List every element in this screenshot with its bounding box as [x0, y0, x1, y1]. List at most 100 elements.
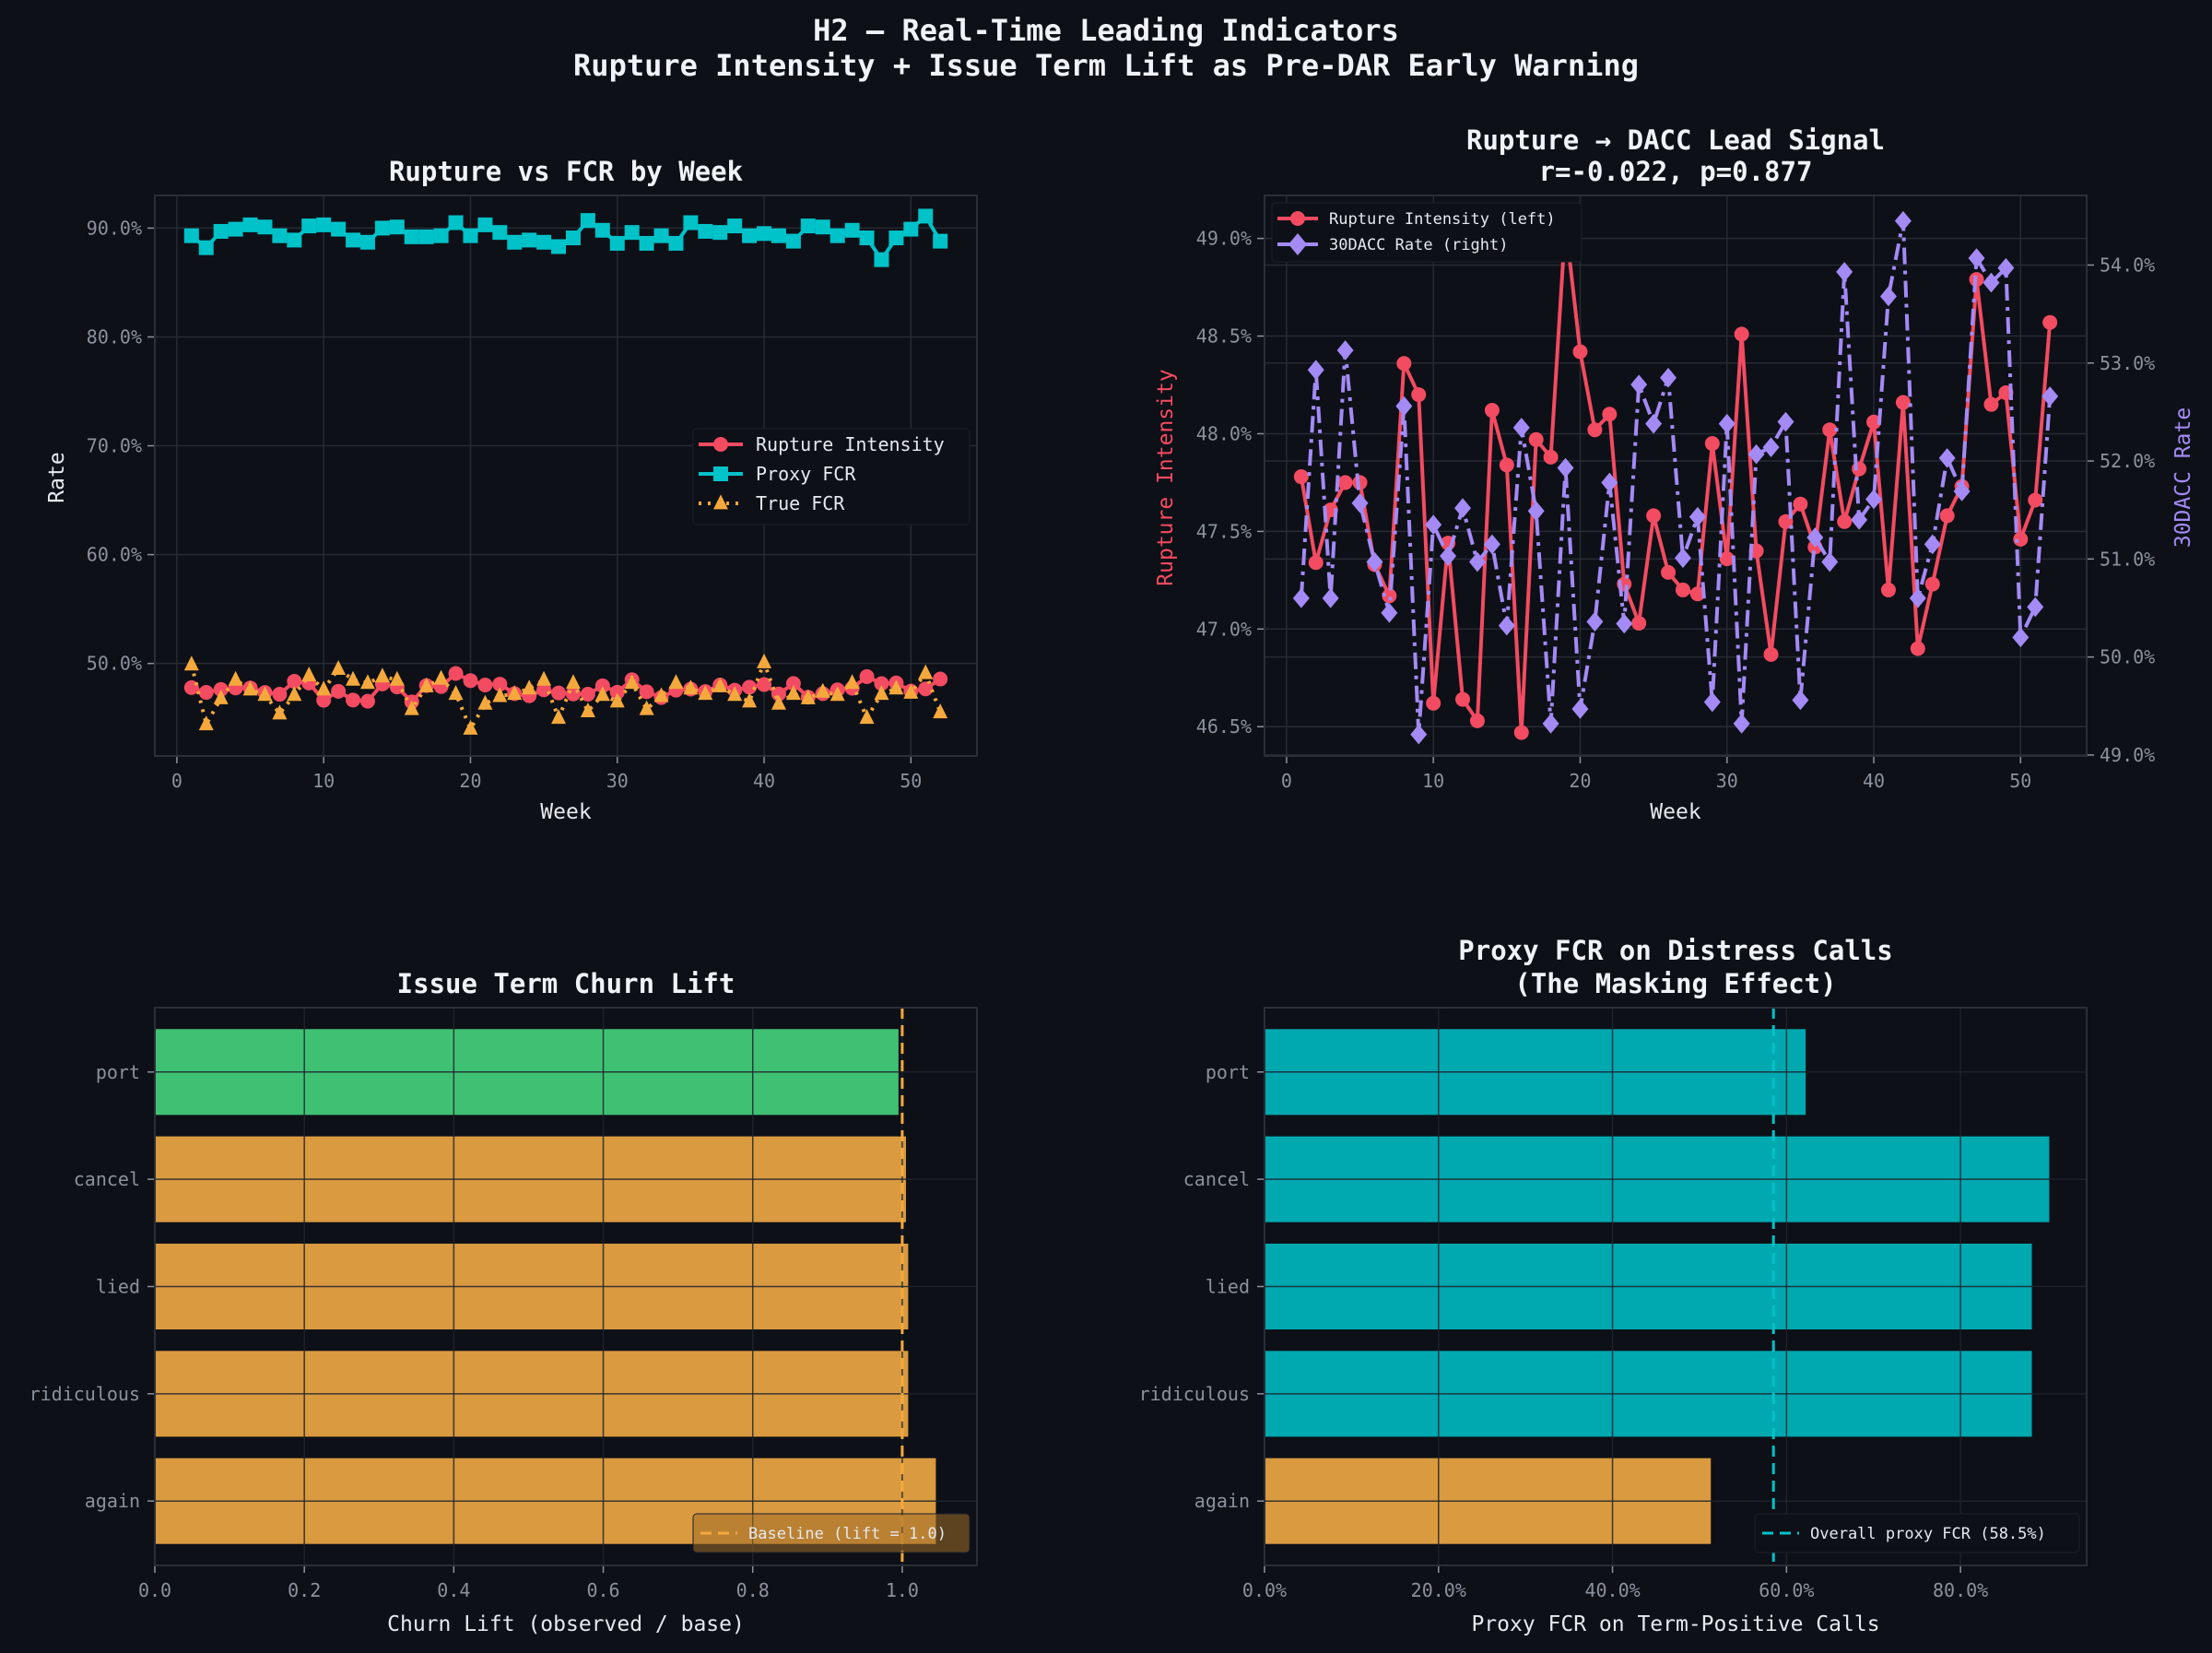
data-point [1924, 576, 1940, 592]
data-point [1777, 411, 1794, 432]
data-point [859, 668, 875, 684]
data-point [1938, 448, 1956, 468]
data-point [272, 228, 288, 243]
data-point [1793, 496, 1808, 512]
data-point [1336, 340, 1354, 360]
data-point [346, 692, 361, 708]
series-line [1299, 218, 2053, 737]
data-point [316, 692, 332, 708]
data-point [918, 664, 934, 679]
data-point [2013, 531, 2029, 547]
data-point [683, 215, 699, 230]
data-point [742, 228, 758, 243]
data-point [448, 685, 464, 701]
data-point [1733, 714, 1750, 734]
data-point [1498, 615, 1515, 636]
y2-tick-label: 52.0% [2100, 450, 2155, 472]
plot-frame [154, 195, 978, 757]
data-point [653, 687, 669, 703]
data-point [1440, 546, 1457, 566]
data-point [624, 225, 640, 241]
data-point [888, 679, 904, 695]
data-point [1602, 407, 1618, 422]
data-point [1983, 272, 2000, 293]
legend: Rupture Intensity (left) 30DACC Rate (rig… [1271, 202, 1583, 263]
data-point [2012, 627, 2030, 648]
data-point [1718, 413, 1735, 434]
data-point [477, 678, 493, 693]
data-point [536, 670, 552, 686]
y-tick-label: ridiculous [29, 1383, 140, 1405]
data-point [1836, 262, 1853, 282]
data-point [522, 232, 537, 248]
x-tick-label: 0.8 [736, 1579, 770, 1601]
data-point [859, 230, 875, 246]
data-point [903, 683, 919, 699]
data-point [1910, 641, 1925, 656]
x-tick-label: 40 [1863, 770, 1885, 792]
data-point [874, 676, 889, 691]
data-point [1675, 582, 1690, 597]
y-tick-label: 50.0% [87, 653, 142, 675]
data-point [404, 700, 419, 715]
data-point [2041, 386, 2059, 407]
data-point [287, 674, 302, 690]
data-point [1660, 367, 1677, 388]
legend-frame [1271, 202, 1583, 263]
data-point [874, 685, 889, 701]
y-tick-label: cancel [1183, 1168, 1250, 1190]
data-point [418, 677, 434, 692]
data-point [448, 215, 464, 230]
data-point [287, 686, 302, 702]
data-point [1410, 724, 1428, 745]
data-point [800, 689, 816, 704]
y2-tick-label: 54.0% [2100, 254, 2155, 276]
data-point [594, 678, 610, 693]
data-point [551, 685, 567, 701]
y-tick-label: cancel [74, 1168, 140, 1190]
data-point [580, 213, 595, 229]
data-point [551, 709, 567, 725]
x-tick-label: 30 [606, 770, 629, 792]
data-point [418, 229, 434, 244]
data-point [785, 676, 801, 691]
y-tick-label: ridiculous [1139, 1383, 1250, 1405]
data-point [404, 229, 419, 244]
y-tick-label: 48.5% [1196, 325, 1252, 348]
data-point [1426, 695, 1441, 711]
data-point [183, 228, 199, 243]
data-point [242, 217, 258, 232]
legend-label: 30DACC Rate (right) [1329, 236, 1508, 254]
chart-issue-term-churn-lift: Issue Term Churn Lift port cancel lied ridi… [29, 968, 978, 1636]
legend-marker-icon [713, 437, 728, 452]
data-point [2028, 492, 2043, 508]
data-point [1762, 437, 1780, 457]
data-point [1411, 387, 1427, 403]
x-tick-label: 0.6 [586, 1579, 619, 1601]
data-point [1661, 564, 1677, 580]
y-tick-label: port [96, 1061, 140, 1083]
data-point [1645, 413, 1663, 434]
chart-subtitle: (The Masking Effect) [1514, 968, 1836, 999]
x-tick-label: 50 [900, 770, 922, 792]
x-axis-label: Week [1650, 800, 1701, 824]
y-tick-label: 70.0% [87, 435, 142, 457]
data-point [213, 689, 229, 704]
data-point [272, 687, 288, 703]
legend-label: Overall proxy FCR (58.5%) [1810, 1525, 2046, 1543]
data-point [1763, 646, 1779, 662]
y-tick-label: again [1194, 1490, 1250, 1512]
data-point [1939, 508, 1955, 524]
data-point [551, 239, 567, 254]
data-point [1953, 481, 1971, 502]
x-tick-label: 10 [1422, 770, 1444, 792]
x-tick-label: 0.0% [1242, 1579, 1287, 1601]
x-tick-label: 0.4 [437, 1579, 470, 1601]
data-point [757, 677, 772, 692]
x-tick-label: 0.2 [288, 1579, 321, 1601]
y-tick-label: port [1206, 1061, 1250, 1083]
y-tick-label: lied [96, 1276, 140, 1298]
series-line [1299, 220, 2053, 735]
data-point [1821, 551, 1839, 573]
data-point [1734, 326, 1749, 342]
